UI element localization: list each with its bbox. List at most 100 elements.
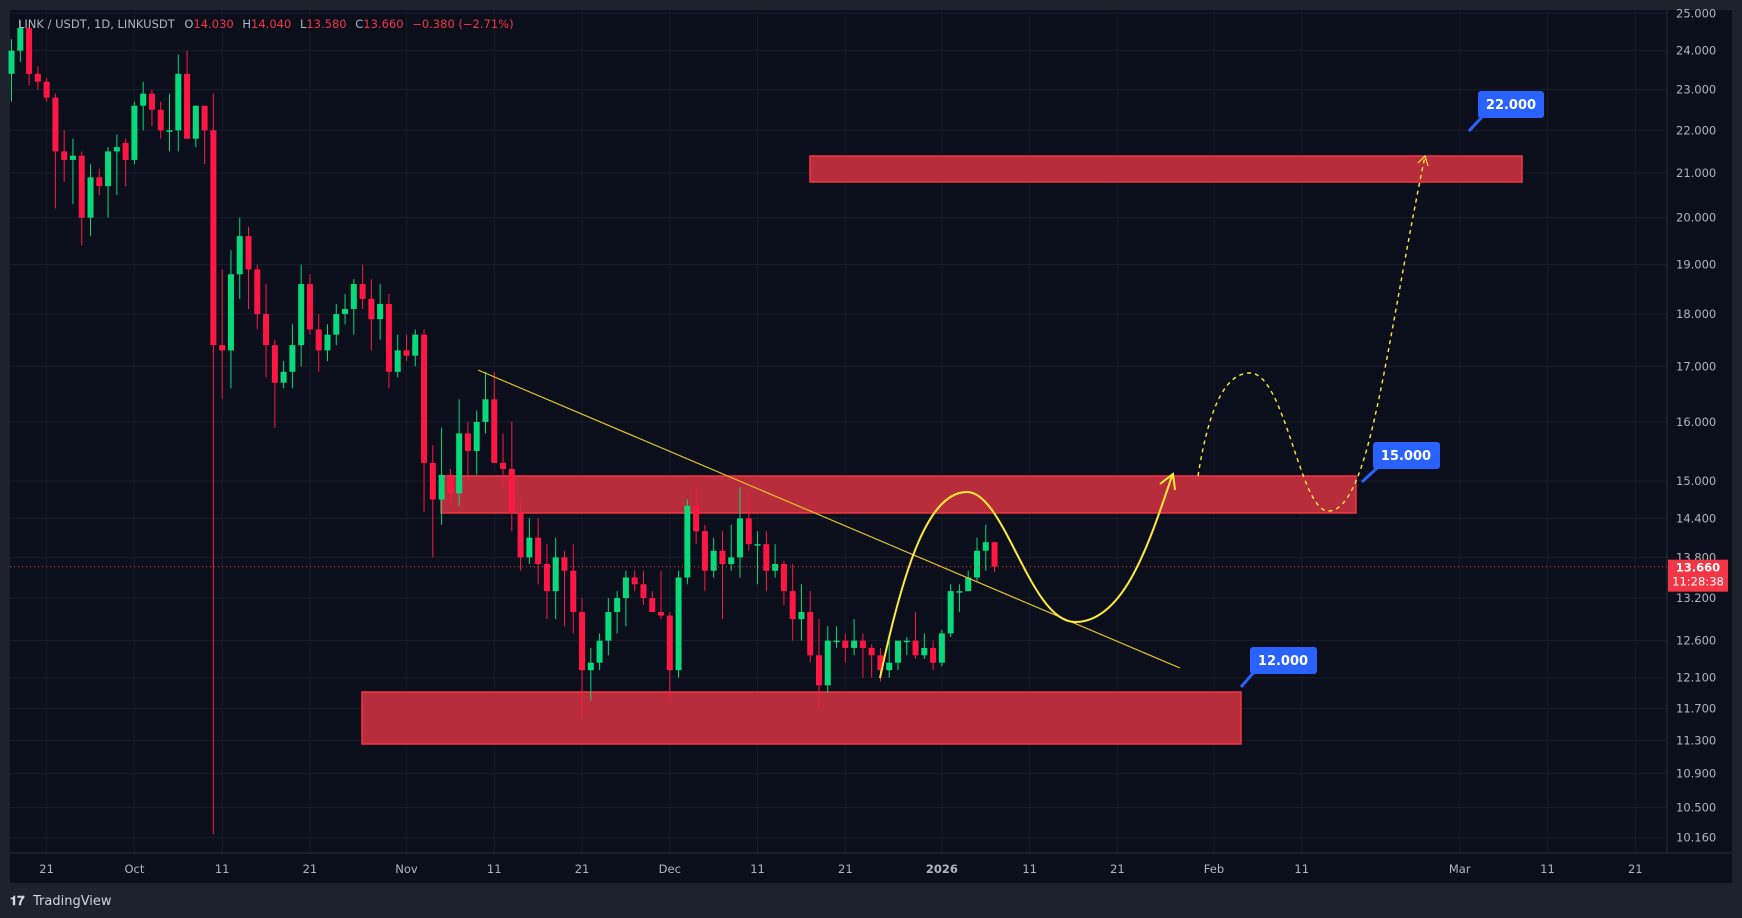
- candle: [61, 130, 68, 182]
- candle-body: [903, 640, 910, 643]
- candle: [561, 550, 568, 627]
- resistance-zone-upper[interactable]: [809, 155, 1523, 183]
- candle: [438, 427, 445, 525]
- time-tick: Oct: [124, 862, 144, 876]
- candle-body: [113, 147, 120, 152]
- candle: [868, 644, 875, 678]
- candle-body: [737, 518, 744, 558]
- projection-path-dashed[interactable]: [1197, 155, 1426, 512]
- target-label-12[interactable]: 12.000: [1239, 647, 1317, 688]
- candle: [807, 591, 814, 663]
- candle-body: [684, 505, 691, 578]
- price-tick: 10.500: [1676, 801, 1716, 815]
- candle-body: [754, 544, 761, 546]
- candle-body: [140, 93, 147, 106]
- candle-body: [649, 598, 656, 613]
- tradingview-logo[interactable]: 𝟏𝟕 TradingView: [10, 894, 112, 909]
- candle-body: [570, 570, 577, 613]
- candle: [131, 101, 138, 165]
- candle-body: [175, 73, 182, 131]
- candle: [166, 93, 173, 152]
- price-tick: 22.000: [1676, 123, 1716, 137]
- candle: [737, 487, 744, 578]
- candle-body: [166, 130, 173, 132]
- candle-body: [930, 647, 937, 663]
- close-value: 13.660: [363, 17, 403, 31]
- candle: [298, 264, 305, 367]
- price-tick: 12.600: [1676, 634, 1716, 648]
- candle-body: [710, 550, 717, 571]
- candle-body: [377, 303, 384, 320]
- candle: [263, 284, 270, 378]
- candle-body: [622, 577, 629, 599]
- price-tick: 12.100: [1676, 671, 1716, 685]
- candle: [640, 570, 647, 606]
- candle: [192, 105, 199, 148]
- price-tick: 21.000: [1676, 166, 1716, 180]
- candle-body: [763, 544, 770, 571]
- candle-body: [693, 505, 700, 532]
- open-label: O: [184, 17, 193, 31]
- time-axis[interactable]: 21 Oct 11 21 Nov 11 21 Dec 11 21 2026 11 21 Feb 11 Mar 1…: [39, 862, 1642, 876]
- chart-pane[interactable]: [10, 10, 1732, 883]
- candle-body: [289, 345, 296, 372]
- logo-text: TradingView: [32, 894, 112, 909]
- candle-body: [912, 640, 919, 656]
- price-tick: 13.200: [1676, 591, 1716, 605]
- candle-body: [34, 73, 41, 82]
- candle: [763, 531, 770, 592]
- candle-body: [596, 640, 603, 663]
- candle-body: [52, 97, 59, 152]
- resistance-zone-mid[interactable]: [440, 475, 1357, 514]
- candle: [552, 537, 559, 620]
- candle: [377, 284, 384, 340]
- candle-body: [631, 577, 638, 585]
- candle: [306, 274, 313, 335]
- candle-body: [254, 269, 261, 315]
- candle-body: [728, 557, 735, 565]
- price-tick: 24.000: [1676, 44, 1716, 58]
- projection-path[interactable]: [879, 475, 1173, 679]
- candle-body: [991, 542, 998, 567]
- price-axis[interactable]: 25.000 24.000 23.000 22.000 21.000 20.000 19.0…: [1676, 6, 1716, 844]
- candle: [456, 399, 463, 506]
- candle-body: [789, 591, 796, 620]
- candle: [78, 151, 85, 246]
- time-tick: Dec: [659, 862, 681, 876]
- candle: [728, 524, 735, 571]
- time-tick: 21: [39, 862, 54, 876]
- candle: [368, 279, 375, 351]
- price-tick: 10.160: [1676, 831, 1716, 845]
- candle-body: [219, 345, 226, 351]
- time-tick: 11: [1540, 862, 1555, 876]
- candle: [719, 531, 726, 620]
- candle: [210, 93, 217, 835]
- candle: [500, 433, 507, 488]
- price-tick: 23.000: [1676, 83, 1716, 97]
- candle: [482, 371, 489, 434]
- candle: [543, 544, 550, 620]
- symbol-legend[interactable]: LINK / USDT, 1D, LINKUSDT O14.030 H14.04…: [18, 17, 514, 31]
- candle: [421, 329, 428, 513]
- candle-body: [543, 564, 550, 592]
- current-price-value: 13.660: [1676, 561, 1720, 575]
- candle-body: [508, 468, 515, 513]
- candle-body: [61, 151, 68, 160]
- target-label-22[interactable]: 22.000: [1467, 91, 1544, 133]
- candle-body: [412, 334, 419, 356]
- candle-body: [227, 274, 234, 351]
- target-label-15[interactable]: 15.000: [1360, 442, 1440, 484]
- candle: [359, 264, 366, 310]
- candle-body: [87, 177, 94, 218]
- candle-body: [263, 314, 270, 346]
- candle-body: [833, 640, 840, 643]
- support-zone[interactable]: [361, 691, 1242, 745]
- price-tick: 19.000: [1676, 258, 1716, 272]
- candle-body: [491, 399, 498, 463]
- low-label: L: [300, 17, 307, 31]
- candle-body: [17, 28, 24, 51]
- candle-body: [350, 284, 357, 310]
- candle: [982, 524, 989, 571]
- candle: [394, 334, 401, 378]
